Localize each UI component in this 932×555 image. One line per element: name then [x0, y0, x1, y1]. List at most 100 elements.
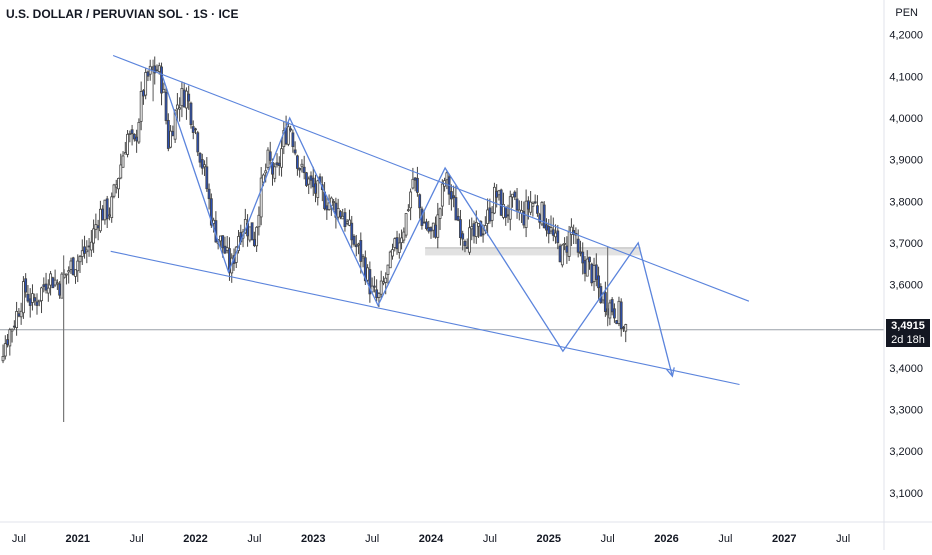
candle-body: [542, 204, 546, 229]
candle-body: [449, 191, 453, 200]
candle-body: [3, 343, 7, 357]
bar-countdown-badge: 2d 18h: [886, 333, 930, 347]
candle-body: [397, 242, 401, 253]
candle-body: [309, 175, 313, 181]
candle-body: [386, 264, 390, 275]
candle-body: [76, 260, 80, 272]
x-tick-label: 2026: [654, 533, 678, 545]
candle-body: [160, 66, 163, 94]
candle-body: [295, 155, 299, 169]
candle-body: [117, 178, 120, 190]
candle-body: [479, 221, 483, 237]
y-tick-label: 3,7000: [889, 238, 923, 250]
candle-body: [55, 282, 59, 285]
candle-body: [40, 287, 43, 302]
candle-body: [404, 213, 408, 236]
candle-layer: [1, 56, 628, 423]
x-tick-label: Jul: [365, 533, 379, 545]
currency-label: PEN: [895, 7, 918, 19]
candle-body: [58, 283, 62, 296]
candle-body: [83, 246, 86, 254]
candle-body: [572, 230, 576, 235]
candle-body: [459, 219, 462, 238]
candle-body: [153, 65, 157, 74]
y-tick-label: 4,2000: [889, 30, 923, 42]
y-tick-label: 3,2000: [889, 446, 923, 458]
candle-body: [597, 275, 600, 289]
candle-body: [431, 222, 435, 231]
candle-body: [194, 128, 197, 131]
y-tick-label: 3,6000: [889, 280, 923, 292]
candle-body: [189, 102, 193, 125]
candle-body: [486, 209, 490, 224]
candle-body: [67, 270, 71, 273]
candle-body: [94, 224, 98, 230]
candle-body: [85, 249, 89, 253]
candle-body: [155, 69, 159, 72]
candle-body: [126, 133, 129, 155]
candle-body: [257, 214, 261, 228]
candle-body: [533, 201, 537, 204]
candle-body: [114, 184, 118, 188]
candle-body: [560, 244, 564, 266]
candle-body: [300, 163, 304, 167]
candle-body: [545, 224, 548, 231]
x-tick-label: 2025: [537, 533, 561, 545]
candle-body: [12, 325, 16, 328]
candle-body: [554, 232, 557, 238]
candle-body: [477, 223, 480, 227]
candle-body: [393, 238, 397, 248]
candle-body: [425, 221, 428, 230]
candle-body: [101, 208, 105, 221]
last-price-badge: 3,4915: [886, 319, 930, 333]
candle-body: [465, 246, 469, 249]
x-tick-label: Jul: [483, 533, 497, 545]
drawing-layer[interactable]: [110, 54, 750, 386]
candle-body: [187, 93, 191, 102]
x-tick-label: Jul: [247, 533, 261, 545]
candle-body: [200, 159, 204, 169]
candle-body: [19, 310, 23, 318]
candle-body: [361, 256, 365, 259]
candle-body: [112, 184, 116, 197]
candle-body: [608, 302, 612, 319]
candle-body: [121, 155, 125, 168]
candle-body: [221, 235, 225, 249]
candle-body: [37, 299, 41, 303]
candle-body: [92, 228, 96, 244]
candle-body: [10, 328, 14, 332]
x-tick-label: Jul: [130, 533, 144, 545]
candle-body: [182, 89, 186, 108]
candle-body: [336, 208, 340, 218]
candle-body: [250, 222, 254, 241]
candle-body: [80, 250, 84, 257]
candle-body: [33, 297, 37, 302]
candle-body: [53, 279, 57, 286]
candle-body: [51, 277, 55, 289]
candle-body: [531, 203, 535, 207]
candle-body: [617, 300, 621, 324]
candle-body: [576, 238, 580, 253]
candle-body: [470, 226, 474, 230]
candle-body: [395, 237, 399, 250]
candle-body: [341, 215, 345, 220]
candle-body: [264, 170, 268, 174]
candle-body: [49, 273, 52, 286]
chart-title: U.S. DOLLAR / PERUVIAN SOL · 1S · ICE: [6, 7, 239, 21]
candle-body: [377, 292, 381, 298]
candle-body: [191, 126, 195, 133]
y-tick-label: 3,3000: [889, 405, 923, 417]
candle-body: [15, 311, 19, 329]
candle-body: [203, 164, 206, 168]
candle-body: [468, 227, 471, 253]
candle-body: [130, 129, 134, 135]
x-tick-label: 2022: [183, 533, 207, 545]
candle-body: [26, 293, 30, 302]
candle-body: [42, 284, 46, 287]
candle-body: [255, 226, 259, 247]
candle-body: [302, 166, 306, 174]
candle-body: [35, 301, 39, 306]
